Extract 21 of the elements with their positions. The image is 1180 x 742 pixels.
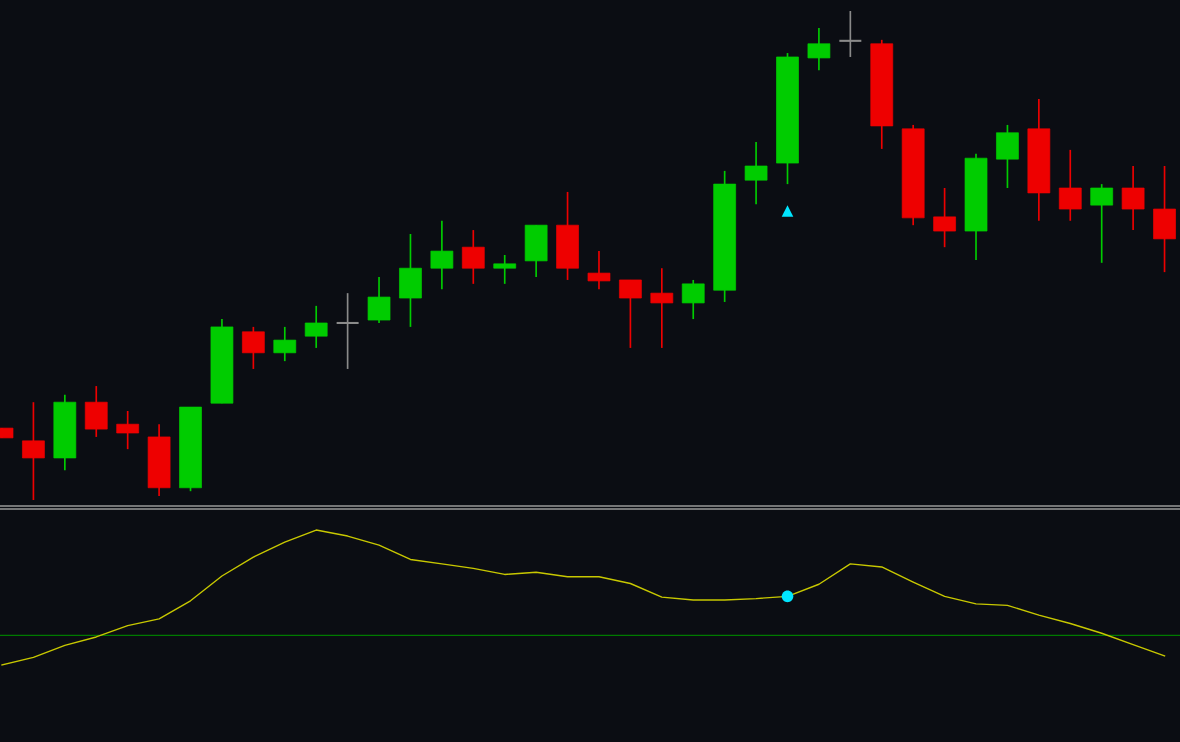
candlestick (587, 250, 611, 291)
candlestick (650, 267, 674, 349)
candlestick (242, 326, 265, 370)
candlestick (619, 279, 642, 349)
candlestick (22, 401, 45, 501)
candlestick (681, 279, 705, 320)
candlestick (493, 254, 517, 285)
candlestick (1058, 149, 1082, 222)
candlestick (461, 229, 485, 285)
candlestick (1121, 165, 1145, 231)
candlestick (838, 10, 863, 58)
candlestick (116, 410, 140, 450)
candlestick (744, 141, 768, 205)
candlestick (367, 276, 391, 324)
candlestick (335, 292, 360, 370)
candlestick (304, 305, 328, 349)
candlestick (430, 219, 454, 291)
candlestick (933, 187, 956, 249)
candlestick (1090, 183, 1114, 264)
candlestick (273, 326, 297, 362)
candlestick (807, 27, 831, 72)
